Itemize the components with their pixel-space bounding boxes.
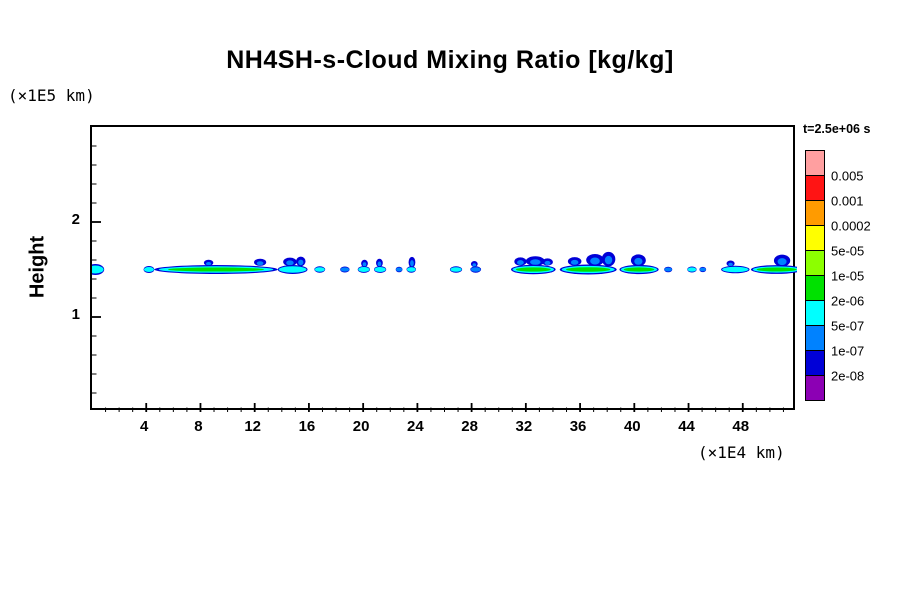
- colorbar-cell: [805, 175, 825, 201]
- colorbar-cell: [805, 200, 825, 226]
- cloud-blob: [449, 266, 463, 273]
- cloud-blob: [92, 264, 105, 275]
- x-tick-label: 44: [678, 418, 695, 435]
- x-tick-label: 20: [352, 418, 370, 435]
- colorbar-cell: [805, 250, 825, 276]
- y-axis-unit-label: (×1E5 km): [8, 86, 95, 105]
- cloud-blob: [154, 258, 278, 274]
- cloud-blob: [470, 261, 482, 273]
- chart-title: NH4SH-s-Cloud Mixing Ratio [kg/kg]: [226, 46, 674, 74]
- colorbar-level-label: 5e-05: [831, 243, 865, 259]
- x-tick-label: 4: [140, 418, 149, 435]
- x-tick-label: 36: [569, 418, 587, 435]
- cloud-blob: [687, 266, 697, 273]
- colorbar-cell: [805, 325, 825, 351]
- x-tick-label: 8: [194, 418, 203, 435]
- axis-ticks: [92, 145, 784, 412]
- y-tick-label: 2: [71, 211, 80, 228]
- colorbar-level-label: 0.005: [831, 168, 864, 184]
- y-tick-label: 1: [71, 306, 80, 323]
- x-tick-label: 24: [407, 418, 424, 435]
- cloud-blob: [143, 266, 155, 273]
- colorbar-cell: [805, 375, 825, 401]
- colorbar-level-label: 1e-07: [831, 343, 865, 359]
- x-axis-unit-label: (×1E4 km): [698, 443, 785, 462]
- x-tick-label: 16: [298, 418, 316, 435]
- cloud-blob: [664, 266, 673, 273]
- colorbar-cell: [805, 225, 825, 251]
- cloud-blob: [510, 256, 556, 275]
- x-tick-label: 28: [461, 418, 478, 435]
- cloud-blob: [340, 266, 350, 273]
- colorbar-time-label: t=2.5e+06 s: [803, 122, 871, 136]
- cloud-blob: [750, 254, 797, 274]
- colorbar-cell: [805, 300, 825, 326]
- colorbar-level-label: 1e-05: [831, 268, 865, 284]
- colorbar-cell: [805, 150, 825, 176]
- cloud-blob: [314, 266, 326, 273]
- colorbar-level-label: 2e-06: [831, 293, 865, 309]
- x-tick-label: 40: [623, 418, 641, 435]
- colorbar-level-label: 5e-07: [831, 318, 865, 334]
- colorbar-level-label: 0.001: [831, 193, 864, 209]
- x-tick-label: 12: [244, 418, 262, 435]
- x-tick-label: 48: [732, 418, 750, 435]
- colorbar-level-label: 2e-08: [831, 368, 865, 384]
- plot-area: [90, 125, 797, 412]
- colorbar: [805, 150, 825, 401]
- plot-canvas: [92, 145, 797, 412]
- colorbar-level-label: 0.0002: [831, 218, 871, 234]
- colorbar-cell: [805, 275, 825, 301]
- y-axis-label: Height: [26, 235, 49, 299]
- cloud-blob: [395, 266, 403, 273]
- x-tick-label: 32: [515, 418, 533, 435]
- cloud-blob: [406, 256, 417, 273]
- cloud-blob: [699, 266, 707, 273]
- colorbar-cell: [805, 350, 825, 376]
- cloud-blob: [721, 260, 750, 274]
- cloud-blob: [559, 251, 617, 275]
- cloud-blob: [374, 258, 387, 273]
- cloud-blob: [357, 259, 370, 273]
- cloud-blob: [277, 256, 308, 274]
- cloud-blob: [619, 254, 659, 275]
